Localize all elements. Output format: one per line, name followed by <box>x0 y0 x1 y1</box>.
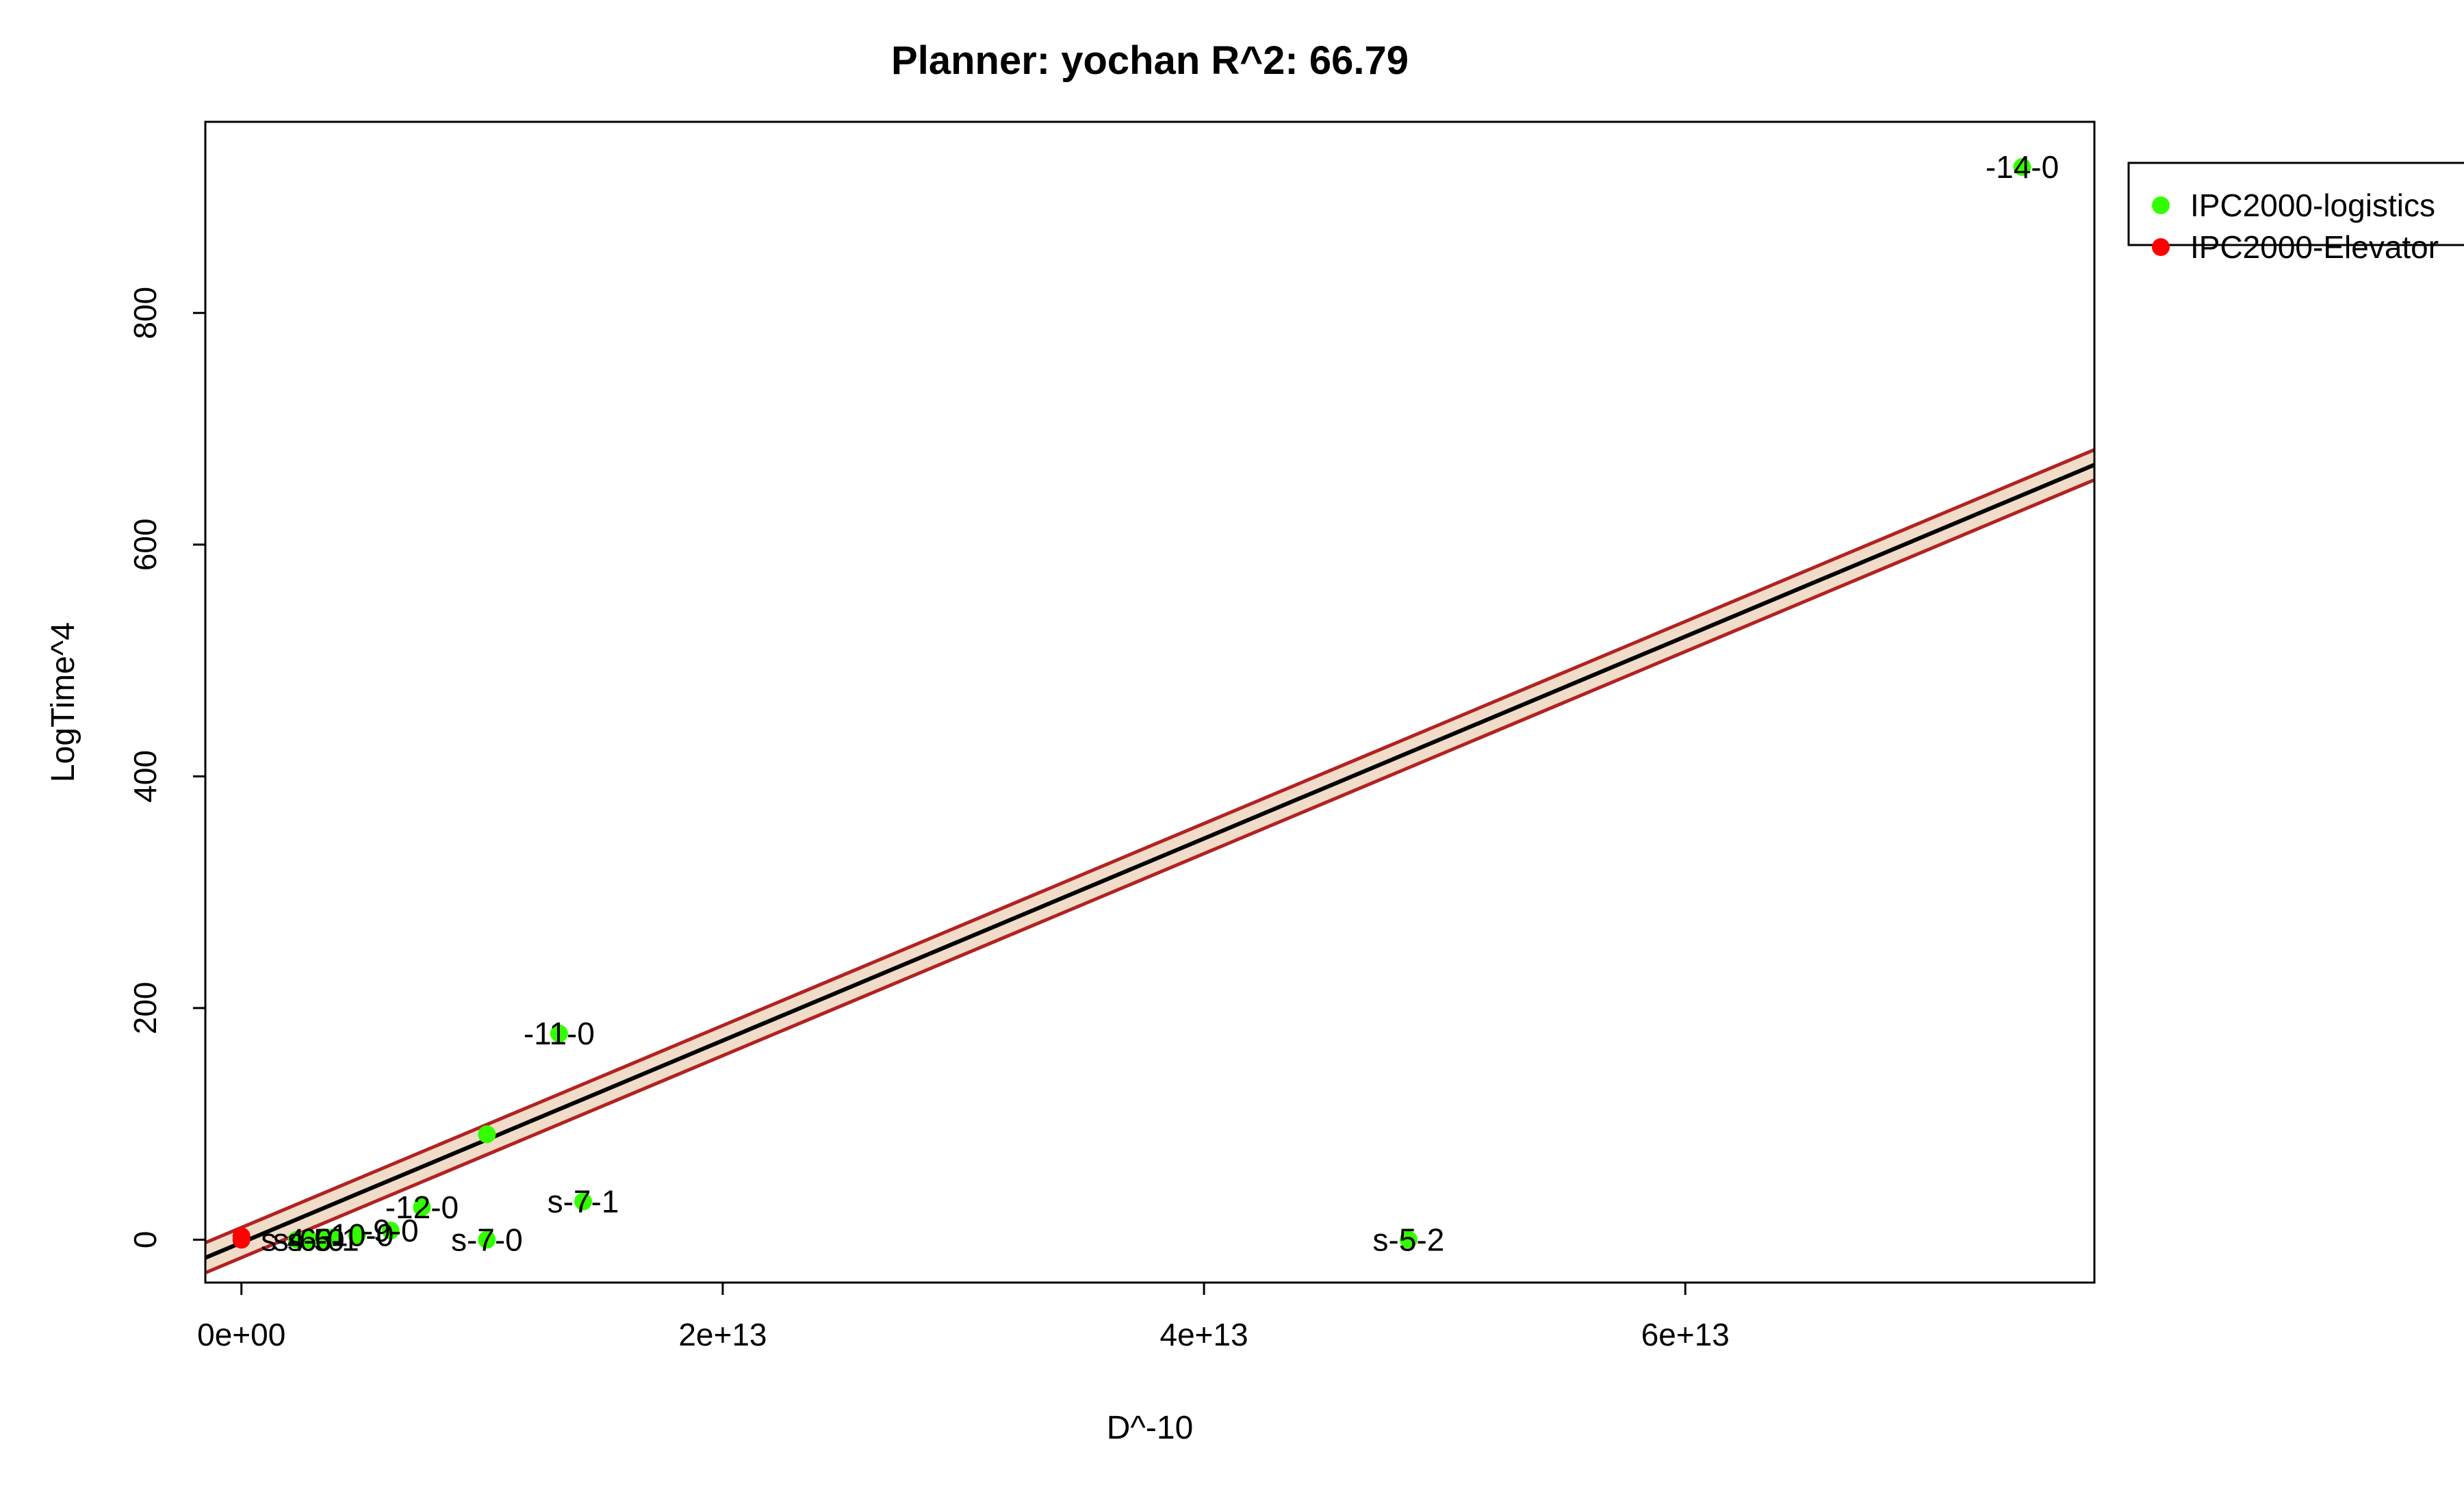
point-label: -14-0 <box>1986 149 2059 185</box>
legend-marker-elevator <box>2152 238 2170 256</box>
x-tick-label: 4e+13 <box>1160 1317 1248 1352</box>
y-tick-label: 0 <box>127 1231 163 1249</box>
point-label: -10-0 <box>320 1218 394 1253</box>
point-label: s-7-1 <box>548 1184 619 1220</box>
y-tick-label: 800 <box>127 287 163 339</box>
legend: IPC2000-logistics IPC2000-Elevator <box>2127 162 2464 265</box>
data-points <box>232 158 2031 1249</box>
y-tick-label: 600 <box>127 518 163 571</box>
y-tick-label: 200 <box>127 981 163 1034</box>
data-point <box>381 1221 400 1239</box>
band-lower-line <box>205 478 2094 1275</box>
data-point <box>287 1231 306 1249</box>
regression-line <box>205 463 2094 1260</box>
point-label: s-7-0 <box>451 1222 523 1257</box>
data-point <box>314 1231 333 1249</box>
data-point <box>478 1231 496 1249</box>
x-axis: 0e+00 2e+13 4e+13 6e+13 <box>197 1281 1730 1352</box>
data-point <box>550 1025 568 1043</box>
x-tick-label: 2e+13 <box>678 1317 767 1352</box>
point-labels: -14-0 -11-0 s-7-1 -12-0-9-0-10-0 s-7-0 s-5-2 s… <box>261 149 2059 1257</box>
data-point <box>2013 158 2031 177</box>
data-point <box>1399 1231 1417 1249</box>
data-point <box>348 1226 366 1244</box>
point-label: s-4-0 <box>261 1222 333 1257</box>
data-point <box>478 1125 496 1144</box>
legend-label-elevator: IPC2000-Elevator <box>2190 229 2439 265</box>
legend-box <box>2127 162 2464 246</box>
y-axis: 0 200 400 600 800 <box>127 287 207 1249</box>
legend-label-logistics: IPC2000-logistics <box>2190 188 2435 223</box>
point-label: -11-0 <box>524 1016 595 1051</box>
x-tick-label: 6e+13 <box>1641 1317 1730 1352</box>
point-label: -9-0 <box>363 1213 419 1248</box>
data-point <box>574 1192 592 1211</box>
y-axis-title: LogTime^4 <box>45 622 81 782</box>
point-label: s-5-2 <box>1373 1222 1445 1257</box>
chart-title: Planner: yochan R^2: 66.79 <box>891 38 1409 83</box>
band-upper-line <box>205 448 2094 1245</box>
point-label: -12-0 <box>385 1189 459 1225</box>
confidence-band <box>205 448 2094 1275</box>
point-label: s-5-1 <box>287 1222 359 1257</box>
x-tick-label: 0e+00 <box>197 1317 285 1352</box>
legend-marker-logistics <box>2152 196 2170 214</box>
data-point <box>232 1231 251 1249</box>
y-tick-label: 400 <box>127 750 163 803</box>
point-label: s-6-0 <box>273 1222 345 1257</box>
data-point <box>413 1198 431 1216</box>
x-axis-title: D^-10 <box>1107 1410 1194 1446</box>
